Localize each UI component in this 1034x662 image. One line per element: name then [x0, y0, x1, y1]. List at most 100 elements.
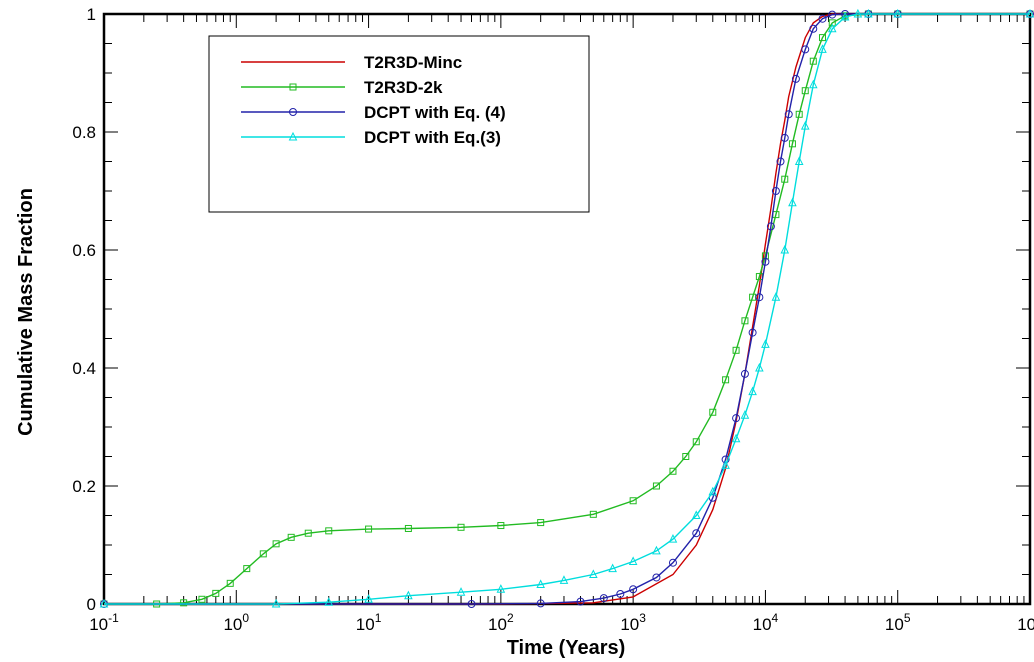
data-point: [801, 87, 809, 95]
plot-area: [99, 8, 1034, 608]
data-point: [364, 594, 373, 603]
y-tick-label: 0.6: [72, 241, 96, 260]
data-point: [708, 486, 718, 496]
y-tick-label: 0.8: [72, 123, 96, 142]
legend-label: DCPT with Eq.(3): [364, 128, 501, 147]
x-tick-label: 100: [223, 611, 249, 634]
data-point: [748, 386, 757, 396]
data-point: [709, 408, 717, 416]
data-point: [287, 533, 295, 541]
data-point: [864, 8, 873, 18]
data-point: [740, 369, 749, 378]
data-point: [818, 34, 826, 42]
legend-marker: [289, 83, 297, 91]
data-point: [324, 597, 334, 606]
data-point: [732, 346, 740, 354]
data-point: [629, 585, 638, 594]
data-point: [1025, 8, 1034, 18]
legend-label: DCPT with Eq. (4): [364, 103, 506, 122]
data-point: [721, 455, 730, 464]
data-point: [497, 522, 505, 530]
series-line: [104, 13, 1030, 605]
data-point: [365, 525, 373, 533]
legend-box: [208, 35, 590, 213]
data-point: [608, 563, 617, 573]
data-point: [652, 482, 660, 490]
data-point: [691, 510, 701, 519]
data-point: [325, 527, 333, 535]
data-point: [589, 569, 598, 578]
data-point: [198, 595, 206, 603]
data-point: [740, 410, 750, 419]
x-tick-label: 105: [885, 611, 911, 634]
data-point: [795, 110, 803, 118]
data-point: [668, 558, 677, 567]
series-3: [99, 8, 1034, 608]
data-point: [761, 339, 770, 348]
x-tick-label: 104: [753, 611, 779, 634]
data-point: [761, 257, 770, 266]
data-point: [827, 23, 837, 33]
data-point: [771, 187, 780, 195]
y-tick-label: 0.4: [72, 359, 96, 378]
data-point: [692, 529, 701, 538]
data-point: [809, 57, 817, 65]
data-point: [780, 133, 789, 142]
data-point: [893, 8, 903, 18]
data-point: [99, 598, 109, 608]
data-point: [682, 453, 690, 460]
data-point: [800, 120, 810, 130]
data-point: [456, 587, 466, 596]
data-point: [818, 44, 827, 53]
data-point: [809, 24, 818, 33]
legend-label: T2R3D-Minc: [364, 53, 462, 72]
data-point: [721, 460, 730, 469]
data-point: [304, 529, 312, 537]
axes: 10-1 100 101 102 103 104 105 106 0 0.2 0.4 0.6 0.8 1: [72, 5, 1034, 634]
data-point: [788, 140, 796, 148]
data-point: [668, 533, 678, 543]
data-point: [780, 244, 790, 254]
data-point: [536, 599, 545, 608]
legend-marker: [288, 131, 298, 141]
data-point: [776, 157, 785, 166]
data-point: [801, 45, 810, 54]
x-tick-label: 102: [488, 611, 514, 634]
series-line: [104, 13, 1030, 605]
x-tick-label: 10-1: [89, 611, 119, 634]
data-point: [808, 79, 818, 89]
data-point: [788, 197, 797, 207]
data-point: [669, 467, 677, 475]
data-point: [272, 540, 280, 548]
data-point: [652, 573, 661, 582]
data-point: [741, 317, 749, 325]
data-point: [840, 11, 850, 21]
data-point: [537, 519, 545, 527]
data-point: [652, 545, 661, 555]
data-point: [559, 575, 569, 584]
legend: T2R3D-Minc T2R3D-2k DCPT with Eq. (4) DCPT …: [208, 35, 590, 213]
x-tick-label: 103: [620, 611, 646, 634]
data-point: [771, 292, 781, 301]
data-point: [784, 110, 793, 119]
data-point: [722, 376, 730, 384]
y-tick-label: 0: [87, 595, 96, 614]
data-point: [732, 414, 741, 423]
y-tick-label: 0.2: [72, 477, 96, 496]
x-tick-label: 106: [1017, 611, 1034, 634]
data-point: [781, 175, 789, 183]
data-point: [404, 590, 413, 600]
data-point: [243, 565, 251, 573]
data-point: [271, 598, 281, 608]
data-point: [589, 510, 597, 518]
x-axis-title: Time (Years): [507, 637, 626, 659]
data-point: [692, 438, 700, 446]
data-point: [616, 589, 625, 598]
data-point: [766, 222, 775, 231]
data-point: [818, 14, 827, 23]
data-point: [599, 594, 608, 603]
data-point: [404, 524, 412, 532]
legend-marker: [289, 108, 297, 116]
data-point: [536, 579, 545, 589]
data-point: [731, 433, 741, 443]
